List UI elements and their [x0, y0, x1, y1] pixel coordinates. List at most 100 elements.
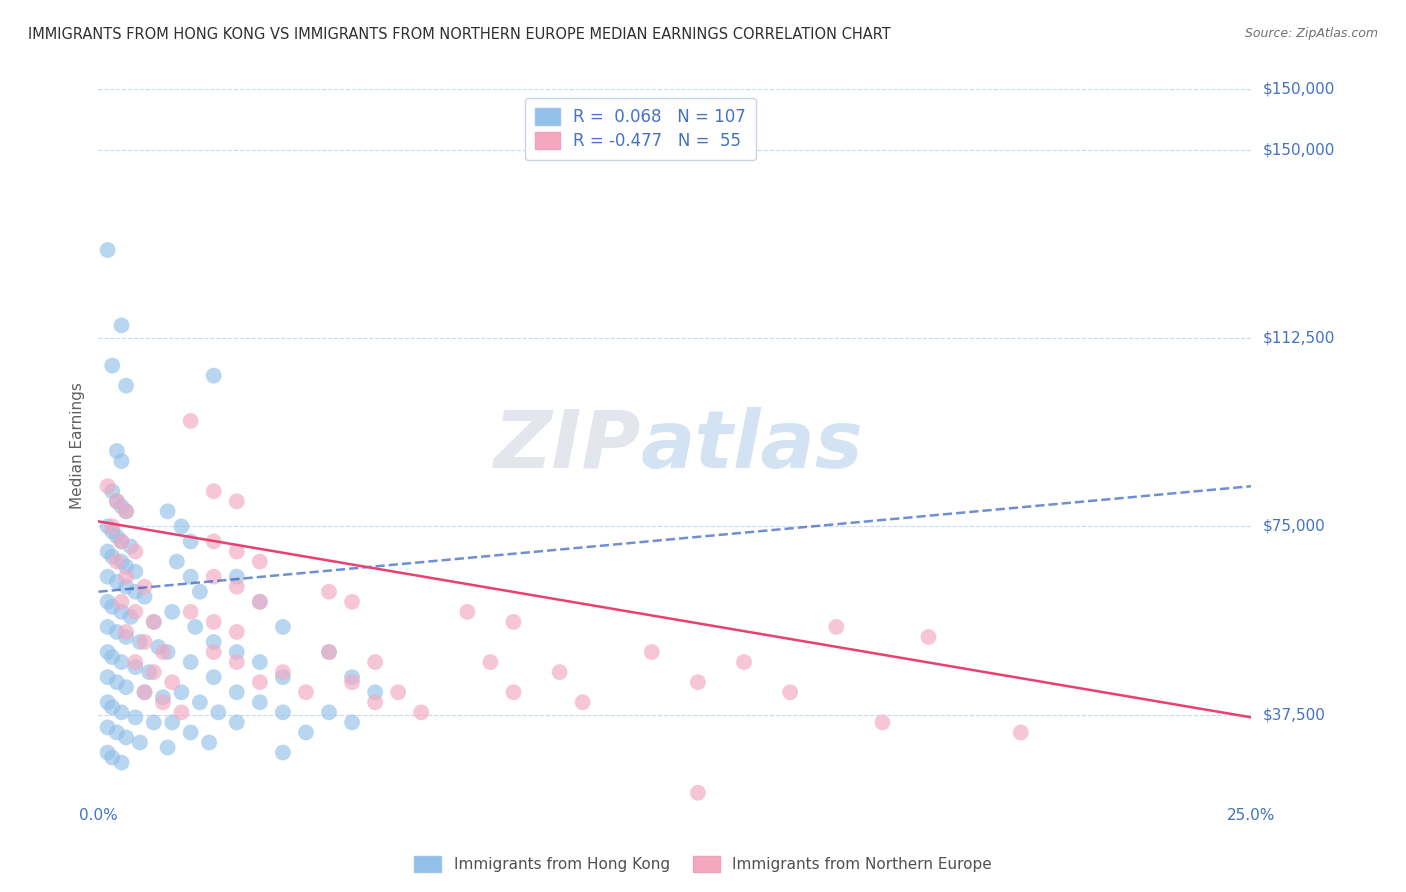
Point: [295, 725, 318, 739]
Point: [225, 685, 247, 699]
Point: [101, 519, 124, 533]
Point: [105, 444, 128, 458]
Point: [225, 715, 247, 730]
Point: [340, 670, 363, 684]
Point: [101, 750, 124, 764]
Point: [340, 715, 363, 730]
Point: [152, 645, 174, 659]
Point: [101, 599, 124, 614]
Point: [142, 665, 165, 680]
Point: [115, 504, 138, 518]
Point: [105, 675, 128, 690]
Point: [105, 555, 128, 569]
Text: Source: ZipAtlas.com: Source: ZipAtlas.com: [1244, 27, 1378, 40]
Point: [101, 650, 124, 665]
Point: [97, 519, 120, 533]
Point: [188, 584, 211, 599]
Point: [225, 624, 247, 639]
Point: [124, 660, 146, 674]
Point: [110, 534, 132, 549]
Point: [120, 610, 142, 624]
Point: [225, 494, 247, 508]
Point: [502, 615, 524, 629]
Point: [318, 645, 340, 659]
Point: [364, 685, 387, 699]
Point: [249, 655, 271, 669]
Point: [641, 645, 664, 659]
Point: [110, 318, 132, 333]
Point: [129, 635, 152, 649]
Point: [97, 243, 120, 257]
Point: [917, 630, 939, 644]
Point: [115, 731, 138, 745]
Point: [340, 675, 363, 690]
Point: [156, 740, 179, 755]
Point: [115, 580, 138, 594]
Point: [225, 655, 247, 669]
Point: [97, 695, 120, 709]
Point: [115, 680, 138, 694]
Point: [318, 645, 340, 659]
Point: [110, 756, 132, 770]
Point: [180, 655, 202, 669]
Text: $75,000: $75,000: [1263, 519, 1326, 534]
Y-axis label: Median Earnings: Median Earnings: [69, 383, 84, 509]
Point: [124, 565, 146, 579]
Point: [180, 569, 202, 583]
Point: [479, 655, 502, 669]
Point: [97, 544, 120, 558]
Point: [207, 706, 229, 720]
Legend: R =  0.068   N = 107, R = -0.477   N =  55: R = 0.068 N = 107, R = -0.477 N = 55: [524, 97, 756, 160]
Point: [101, 549, 124, 564]
Point: [502, 685, 524, 699]
Text: ZIP: ZIP: [494, 407, 640, 485]
Point: [1010, 725, 1032, 739]
Point: [152, 695, 174, 709]
Point: [225, 544, 247, 558]
Text: $37,500: $37,500: [1263, 707, 1326, 723]
Point: [105, 494, 128, 508]
Point: [101, 700, 124, 714]
Point: [97, 595, 120, 609]
Point: [249, 595, 271, 609]
Point: [779, 836, 801, 850]
Point: [180, 414, 202, 428]
Point: [115, 559, 138, 574]
Point: [733, 655, 755, 669]
Text: $112,500: $112,500: [1263, 330, 1334, 345]
Point: [105, 624, 128, 639]
Point: [202, 368, 225, 383]
Point: [318, 584, 340, 599]
Text: atlas: atlas: [640, 407, 863, 485]
Point: [97, 645, 120, 659]
Point: [105, 725, 128, 739]
Point: [156, 645, 179, 659]
Point: [110, 655, 132, 669]
Point: [295, 685, 318, 699]
Point: [202, 645, 225, 659]
Text: $150,000: $150,000: [1263, 142, 1334, 157]
Point: [105, 529, 128, 543]
Point: [110, 454, 132, 468]
Point: [202, 534, 225, 549]
Point: [134, 685, 156, 699]
Point: [160, 605, 183, 619]
Point: [134, 635, 156, 649]
Point: [97, 479, 120, 493]
Point: [318, 706, 340, 720]
Point: [271, 706, 294, 720]
Point: [160, 675, 183, 690]
Point: [148, 640, 170, 654]
Point: [97, 746, 120, 760]
Point: [571, 695, 593, 709]
Point: [249, 595, 271, 609]
Point: [198, 735, 221, 749]
Point: [156, 504, 179, 518]
Point: [97, 720, 120, 734]
Point: [105, 574, 128, 589]
Point: [202, 569, 225, 583]
Point: [120, 540, 142, 554]
Point: [170, 685, 193, 699]
Point: [115, 630, 138, 644]
Point: [249, 695, 271, 709]
